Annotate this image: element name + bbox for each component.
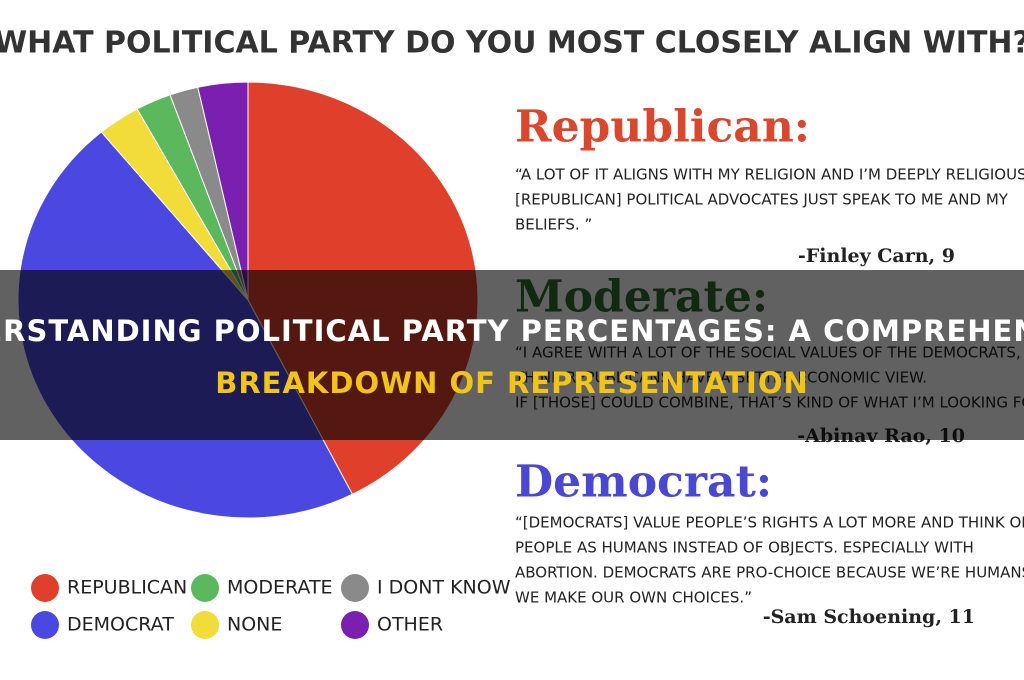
legend-label: MODERATE — [227, 577, 333, 599]
legend-label: NONE — [227, 614, 282, 636]
banner-text: UNDERSTANDING POLITICAL PARTY PERCENTAGE… — [0, 314, 1024, 348]
legend-swatch — [341, 574, 369, 602]
legend-label: OTHER — [377, 614, 443, 636]
quote-line: ABORTION. DEMOCRATS ARE PRO-CHOICE BECAU… — [515, 564, 1024, 582]
banner-text: BREAKDOWN OF REPRESENTATION — [215, 366, 809, 400]
quote-author: -Sam Schoening, 11 — [763, 606, 975, 628]
legend-swatch — [341, 611, 369, 639]
legend-label: REPUBLICAN — [67, 577, 187, 599]
quote-heading: Democrat: — [515, 457, 772, 508]
quote-line: “A LOT OF IT ALIGNS WITH MY RELIGION AND… — [515, 166, 1024, 184]
legend-swatch — [191, 611, 219, 639]
quote-author: -Finley Carn, 9 — [798, 245, 955, 267]
pie-slice — [197, 81, 249, 301]
quote-line: “[DEMOCRATS] VALUE PEOPLE’S RIGHTS A LOT… — [515, 514, 1024, 532]
legend-label: I DONT KNOW — [377, 577, 511, 599]
legend-swatch — [191, 574, 219, 602]
legend-label: DEMOCRAT — [67, 614, 174, 636]
banner-overlay — [0, 270, 1024, 440]
quote-line: WE MAKE OUR OWN CHOICES.” — [515, 589, 752, 607]
legend-swatch — [31, 574, 59, 602]
quote-line: BELIEFS. ” — [515, 216, 592, 234]
quote-line: PEOPLE AS HUMANS INSTEAD OF OBJECTS. ESP… — [515, 539, 974, 557]
quote-line: [REPUBLICAN] POLITICAL ADVOCATES JUST SP… — [515, 191, 1009, 209]
quote-heading: Republican: — [515, 102, 810, 153]
chart-title: WHAT POLITICAL PARTY DO YOU MOST CLOSELY… — [0, 26, 1024, 61]
legend-swatch — [31, 611, 59, 639]
